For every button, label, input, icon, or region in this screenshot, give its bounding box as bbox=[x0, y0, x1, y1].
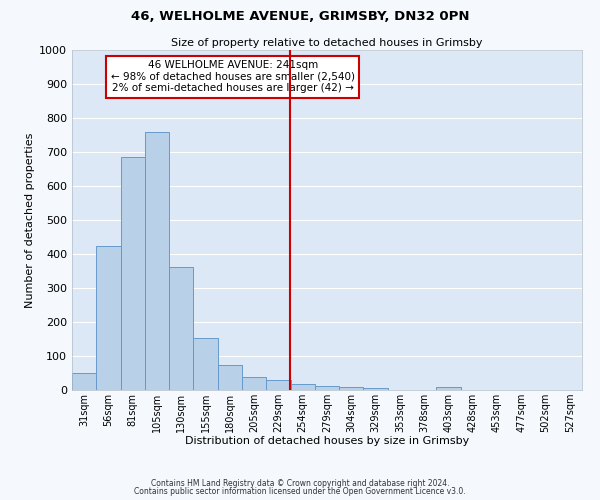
Bar bbox=[169, 267, 193, 390]
Bar bbox=[290, 384, 315, 390]
Bar bbox=[145, 132, 169, 390]
Bar bbox=[339, 388, 364, 390]
Bar bbox=[364, 388, 388, 390]
Bar bbox=[72, 373, 96, 390]
Bar bbox=[218, 364, 242, 390]
Text: Contains public sector information licensed under the Open Government Licence v3: Contains public sector information licen… bbox=[134, 487, 466, 496]
Title: Size of property relative to detached houses in Grimsby: Size of property relative to detached ho… bbox=[171, 38, 483, 48]
Text: Contains HM Land Registry data © Crown copyright and database right 2024.: Contains HM Land Registry data © Crown c… bbox=[151, 478, 449, 488]
Bar bbox=[266, 380, 290, 390]
X-axis label: Distribution of detached houses by size in Grimsby: Distribution of detached houses by size … bbox=[185, 436, 469, 446]
Bar bbox=[315, 386, 339, 390]
Text: 46 WELHOLME AVENUE: 241sqm
← 98% of detached houses are smaller (2,540)
2% of se: 46 WELHOLME AVENUE: 241sqm ← 98% of deta… bbox=[110, 60, 355, 94]
Bar bbox=[436, 388, 461, 390]
Bar bbox=[242, 377, 266, 390]
Bar bbox=[96, 246, 121, 390]
Bar bbox=[121, 157, 145, 390]
Text: 46, WELHOLME AVENUE, GRIMSBY, DN32 0PN: 46, WELHOLME AVENUE, GRIMSBY, DN32 0PN bbox=[131, 10, 469, 23]
Y-axis label: Number of detached properties: Number of detached properties bbox=[25, 132, 35, 308]
Bar bbox=[193, 338, 218, 390]
